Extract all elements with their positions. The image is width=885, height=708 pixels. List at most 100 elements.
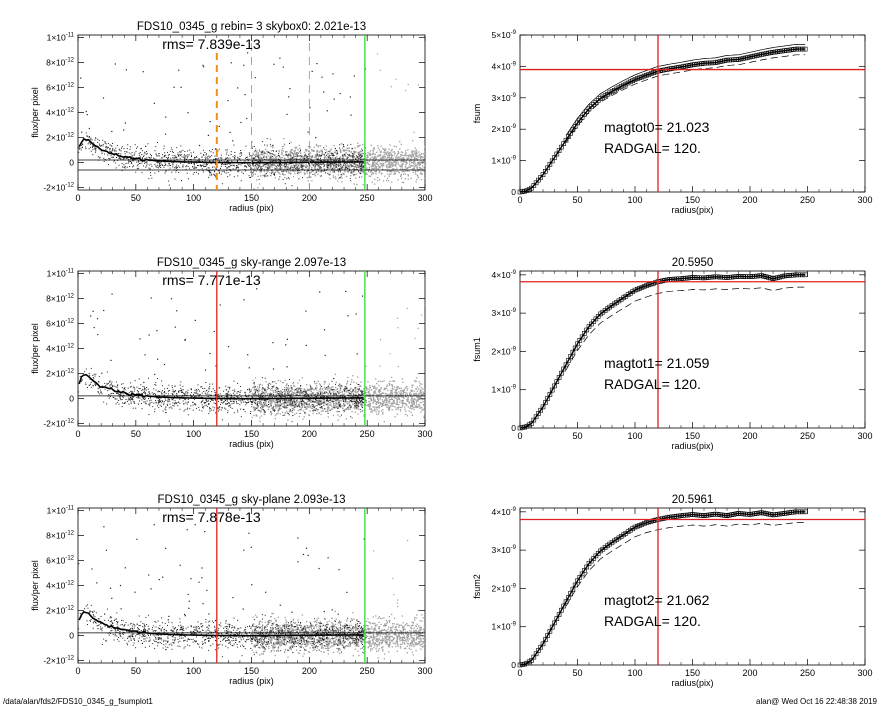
scatter-point: [394, 156, 397, 158]
scatter-point: [303, 156, 306, 158]
scatter-point: [384, 388, 386, 390]
scatter-point: [399, 408, 402, 411]
scatter-point: [375, 173, 377, 175]
scatter-point: [271, 166, 273, 168]
scatter-point: [322, 153, 325, 155]
scatter-point: [402, 160, 405, 162]
scatter-outlier: [111, 130, 113, 133]
scatter-point: [408, 155, 410, 157]
scatter-point: [285, 154, 287, 156]
scatter-point: [282, 173, 284, 175]
scatter-point: [376, 394, 378, 396]
growth-curve-point: [522, 188, 527, 194]
scatter-point: [203, 155, 205, 156]
scatter-point: [367, 152, 369, 154]
scatter-point: [391, 389, 393, 391]
scatter-point: [144, 151, 146, 153]
scatter-point: [375, 158, 377, 160]
scatter-point: [361, 150, 363, 152]
scatter-point: [350, 172, 352, 174]
scatter-point: [255, 165, 257, 166]
scatter-point: [260, 402, 262, 404]
scatter-point: [286, 395, 288, 398]
scatter-point: [99, 157, 101, 159]
scatter-point: [297, 173, 299, 175]
scatter-point: [309, 165, 310, 167]
scatter-point: [284, 379, 286, 382]
scatter-point: [280, 398, 283, 401]
scatter-point: [385, 401, 387, 403]
scatter-point: [392, 163, 394, 165]
scatter-point: [158, 162, 160, 164]
scatter-point: [174, 154, 176, 156]
scatter-point: [278, 159, 279, 160]
scatter-point: [265, 401, 267, 403]
scatter-point: [302, 165, 305, 167]
scatter-point: [86, 135, 88, 137]
scatter-point: [362, 155, 363, 157]
scatter-point: [411, 389, 413, 391]
scatter-point: [412, 394, 415, 396]
scatter-point: [256, 403, 258, 405]
scatter-point: [418, 398, 420, 401]
scatter-point: [139, 160, 141, 162]
scatter-point: [381, 166, 384, 168]
scatter-point: [391, 154, 393, 157]
scatter-point: [397, 150, 399, 153]
scatter-point: [201, 165, 202, 167]
scatter-point: [424, 153, 425, 155]
scatter-point: [253, 394, 255, 396]
scatter-point: [302, 166, 304, 168]
scatter-outlier: [243, 64, 245, 66]
growth-curve-point: [533, 180, 539, 186]
scatter-point: [147, 143, 149, 145]
scatter-point: [388, 161, 390, 163]
scatter-point: [293, 400, 296, 402]
scatter-point: [252, 145, 254, 148]
scatter-point: [175, 167, 177, 169]
scatter-point: [215, 160, 217, 162]
scatter-point: [107, 154, 109, 156]
scatter-point: [406, 170, 408, 172]
scatter-point: [343, 394, 345, 396]
scatter-outlier: [80, 77, 82, 79]
growth-curve-point: [798, 46, 803, 52]
scatter-point: [386, 394, 389, 396]
scatter-point: [281, 394, 284, 396]
scatter-point: [103, 157, 105, 159]
scatter-point: [187, 154, 189, 156]
scatter-outlier: [78, 147, 80, 149]
scatter-point: [174, 178, 176, 180]
scatter-point: [378, 165, 380, 168]
scatter-point: [359, 144, 361, 146]
scatter-point: [380, 405, 383, 407]
scatter-point: [409, 393, 411, 395]
scatter-point: [336, 391, 339, 393]
scatter-point: [342, 156, 344, 158]
scatter-point: [393, 164, 395, 166]
scatter-point: [343, 159, 345, 161]
scatter-point: [381, 168, 383, 170]
scatter-point: [250, 166, 252, 168]
scatter-point: [280, 157, 282, 159]
scatter-point: [372, 394, 375, 396]
scatter-point: [374, 399, 376, 401]
scatter-point: [340, 143, 343, 145]
scatter-point: [314, 405, 317, 407]
scatter-point: [138, 163, 140, 164]
scatter-point: [260, 167, 262, 169]
scatter-point: [285, 392, 287, 394]
scatter-point: [275, 388, 277, 391]
scatter-point: [404, 173, 407, 175]
scatter-points: [78, 52, 425, 190]
scatter-point: [392, 151, 394, 153]
scatter-point: [303, 388, 306, 390]
scatter-point: [310, 407, 313, 409]
scatter-point: [312, 388, 314, 390]
scatter-point: [244, 169, 246, 170]
scatter-point: [269, 153, 271, 155]
scatter-point: [390, 153, 392, 155]
scatter-point: [274, 380, 276, 383]
scatter-point: [344, 168, 346, 170]
scatter-point: [361, 155, 363, 157]
